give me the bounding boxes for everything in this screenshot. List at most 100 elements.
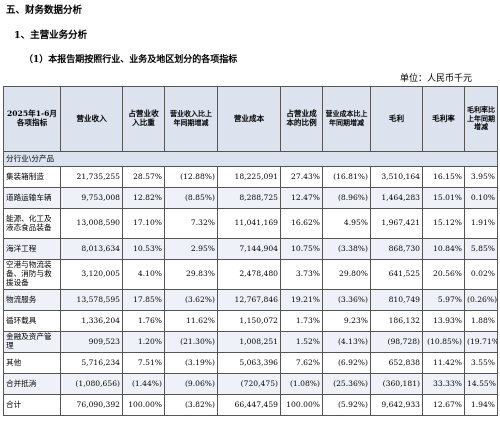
cell: (16.81%) — [322, 166, 371, 188]
header-cell-cost: 营业成本 — [217, 86, 281, 152]
header-cell-revenue-change: 营业收入比上年同期增减 — [164, 86, 218, 152]
cell: 9.23% — [322, 310, 371, 332]
cell: (3.19%) — [164, 352, 218, 374]
cell: 33.33% — [422, 373, 465, 395]
cell: (3.82%) — [164, 394, 218, 416]
cell: 7.51% — [122, 352, 165, 374]
item-heading: （1）本报告期按照行业、业务及地区划分的各项指标 — [24, 55, 238, 65]
cell: (10.85%) — [422, 331, 465, 353]
cell: 1.76% — [122, 310, 165, 332]
cell: 5,063,396 — [217, 352, 281, 374]
cell: 20.56% — [422, 259, 465, 290]
cell: 868,730 — [370, 238, 423, 260]
table-row: 金融及资产管理 909,523 1.20% (21.30%) 1,008,251 1.52… — [3, 331, 498, 353]
table-row: 物流服务 13,578,595 17.85% (3.62%) 12,767,846 19.… — [3, 289, 498, 311]
row-label: 能源、化工及液态食品装备 — [3, 208, 61, 239]
cell: 12,767,846 — [217, 289, 281, 311]
table-row: 道路运输车辆 9,753,008 12.82% (8.85%) 8,288,725 12.… — [3, 187, 498, 209]
subsection-heading: 1、主营业务分析 — [14, 30, 88, 41]
cell: 29.83% — [164, 259, 218, 290]
cell: 7.62% — [280, 352, 323, 374]
unit-label: 单位：人民币千元 — [399, 74, 472, 84]
cell: (98,728) — [370, 331, 423, 353]
section-label: 分行业\分产品 — [3, 151, 498, 167]
cell: 14.55% — [464, 373, 498, 395]
cell: 1.88% — [464, 310, 498, 332]
header-cell-revenue: 营业收入 — [60, 86, 123, 152]
cell: (3.36%) — [322, 289, 371, 311]
cell: 11.62% — [164, 310, 218, 332]
cell: 19.21% — [280, 289, 323, 311]
cell: (4.13%) — [322, 331, 371, 353]
cell: 29.80% — [322, 259, 371, 290]
cell: 100.00% — [280, 394, 323, 416]
cell: 1.52% — [280, 331, 323, 353]
header-cell-margin-change: 毛利率比上年同期增减 — [464, 86, 498, 152]
header-row: 2025年1-6月各项指标 营业收入 占营业收入比重 营业收入比上年同期增减 营… — [3, 86, 498, 152]
table-row: 其他 5,716,234 7.51% (3.19%) 5,063,396 7.62% (6.… — [3, 352, 498, 374]
cell: 17.85% — [122, 289, 165, 311]
cell: (6.92%) — [322, 352, 371, 374]
cell: (3.38%) — [322, 238, 371, 260]
cell: 652,838 — [370, 352, 423, 374]
cell: 16.15% — [422, 166, 465, 188]
header-cell-revenue-share: 占营业收入比重 — [122, 86, 165, 152]
cell: 641,525 — [370, 259, 423, 290]
cell: 16.62% — [280, 208, 323, 239]
cell: 1,464,283 — [370, 187, 423, 209]
cell: (8.85%) — [164, 187, 218, 209]
cell: (19.71%) — [464, 331, 498, 353]
row-label: 合并抵消 — [3, 373, 61, 395]
cell: 10.75% — [280, 238, 323, 260]
cell: (12.88%) — [164, 166, 218, 188]
cell: 11.42% — [422, 352, 465, 374]
cell: 0.10% — [464, 187, 498, 209]
cell: 13,578,595 — [60, 289, 123, 311]
cell: 7.32% — [164, 208, 218, 239]
cell: (1.08%) — [280, 373, 323, 395]
cell: (8.96%) — [322, 187, 371, 209]
cell: (0.26%) — [464, 289, 498, 311]
cell: 15.01% — [422, 187, 465, 209]
cell: (9.06%) — [164, 373, 218, 395]
cell: 28.57% — [122, 166, 165, 188]
cell: 1.94% — [464, 394, 498, 416]
row-label: 集装箱制造 — [3, 166, 61, 188]
cell: 4.95% — [322, 208, 371, 239]
cell: 7,144,904 — [217, 238, 281, 260]
cell: 1.73% — [280, 310, 323, 332]
row-label: 其他 — [3, 352, 61, 374]
cell: 0.02% — [464, 259, 498, 290]
cell: 3.95% — [464, 166, 498, 188]
section-row: 分行业\分产品 — [3, 151, 498, 167]
cell: (1,080,656) — [60, 373, 123, 395]
cell: 3,510,164 — [370, 166, 423, 188]
cell: 18,225,091 — [217, 166, 281, 188]
header-cell-gross-margin: 毛利率 — [422, 86, 465, 152]
table-row: 空港与物流装备、消防与救援设备 3,120,005 4.10% 29.83% 2,478… — [3, 259, 498, 290]
row-label: 循环载具 — [3, 310, 61, 332]
cell: 1.91% — [464, 208, 498, 239]
cell: 2.95% — [164, 238, 218, 260]
cell: 21,735,255 — [60, 166, 123, 188]
cell: 186,132 — [370, 310, 423, 332]
table-row: 海洋工程 8,013,634 10.53% 2.95% 7,144,904 10.75%(… — [3, 238, 498, 260]
cell: 76,090,392 — [60, 394, 123, 416]
cell: 9,753,008 — [60, 187, 123, 209]
cell: 1,008,251 — [217, 331, 281, 353]
cell: 13.93% — [422, 310, 465, 332]
cell: 5.85% — [464, 238, 498, 260]
cell: 909,523 — [60, 331, 123, 353]
cell: (25.36%) — [322, 373, 371, 395]
cell: 1,336,204 — [60, 310, 123, 332]
header-cell-indicator: 2025年1-6月各项指标 — [3, 86, 61, 152]
cell: (5.92%) — [322, 394, 371, 416]
table-row: 能源、化工及液态食品装备 13,008,590 17.10% 7.32% 11,041,… — [3, 208, 498, 239]
cell: 5.97% — [422, 289, 465, 311]
cell: 13,008,590 — [60, 208, 123, 239]
cell: 4.10% — [122, 259, 165, 290]
row-label: 道路运输车辆 — [3, 187, 61, 209]
cell: 100.00% — [122, 394, 165, 416]
cell: (360,181) — [370, 373, 423, 395]
cell: 5,716,234 — [60, 352, 123, 374]
